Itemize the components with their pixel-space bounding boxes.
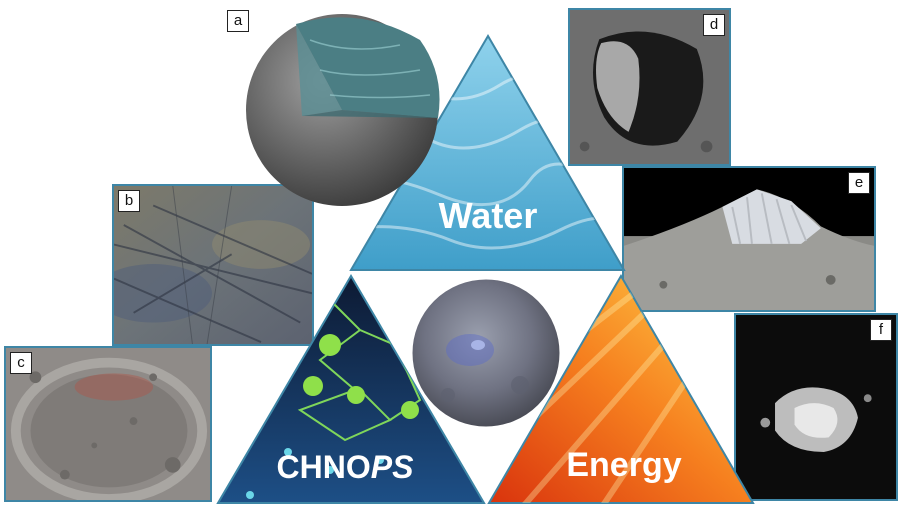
panel-a-label: a — [227, 10, 249, 32]
panel-e-mountain: e — [622, 166, 876, 312]
chnops-suffix: PS — [371, 449, 414, 485]
energy-rays — [489, 276, 743, 503]
panel-d-dark-crater: d — [568, 8, 731, 166]
panel-b-image — [114, 186, 312, 344]
panel-b-label: b — [118, 190, 140, 212]
ceres-bright-spot — [471, 340, 485, 350]
panel-e-label: e — [848, 172, 870, 194]
panel-f-image — [736, 315, 896, 499]
panel-f-bright-spot: f — [734, 313, 898, 501]
panel-c-label: c — [10, 352, 32, 374]
water-label: Water — [439, 195, 538, 236]
chnops-label: CHNOPS — [277, 449, 415, 485]
chnops-prefix: CHNO — [277, 449, 371, 485]
energy-label: Energy — [566, 446, 681, 484]
panel-d-image — [570, 10, 729, 164]
energy-triangle — [487, 274, 755, 504]
panel-e-image — [624, 168, 874, 310]
panel-a-interior-sphere — [246, 14, 440, 206]
panel-c-crater: c — [4, 346, 212, 502]
molecule-network — [246, 299, 422, 499]
panel-c-image — [6, 348, 210, 500]
panel-f-label: f — [870, 319, 892, 341]
panel-d-label: d — [703, 14, 725, 36]
panel-b-fractured-surface: b — [112, 184, 314, 346]
